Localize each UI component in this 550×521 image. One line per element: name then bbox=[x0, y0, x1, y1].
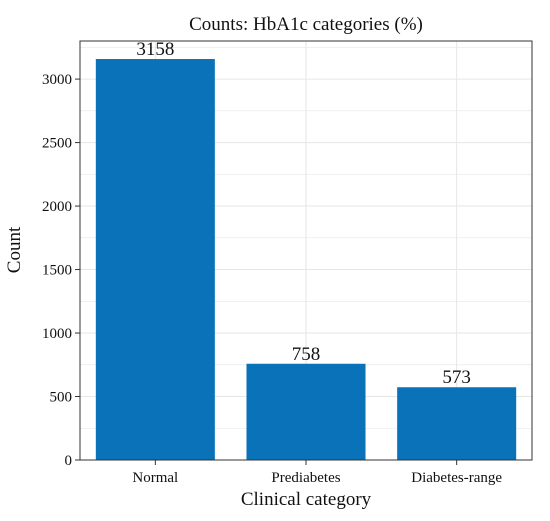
y-axis-label: Count bbox=[4, 226, 25, 273]
bar-value-label: 758 bbox=[292, 344, 321, 365]
bar bbox=[397, 387, 517, 460]
chart-title: Counts: HbA1c categories (%) bbox=[189, 14, 423, 35]
x-axis: Normal Prediabetes Diabetes-range bbox=[132, 460, 502, 486]
y-tick-label: 1500 bbox=[42, 263, 72, 279]
bar bbox=[246, 363, 366, 460]
y-tick-label: 2000 bbox=[42, 199, 72, 215]
y-tick-label: 2500 bbox=[42, 136, 72, 152]
x-axis-label: Clinical category bbox=[241, 489, 372, 510]
bar bbox=[95, 59, 215, 461]
y-tick-label: 0 bbox=[65, 453, 73, 469]
bar-value-label: 573 bbox=[442, 367, 471, 388]
y-axis: 0 500 1000 1500 2000 2500 3000 bbox=[42, 72, 80, 469]
y-tick-label: 500 bbox=[50, 390, 73, 406]
x-tick-label: Prediabetes bbox=[271, 470, 340, 486]
y-tick-label: 1000 bbox=[42, 326, 72, 342]
plot-frame bbox=[79, 40, 533, 461]
bars bbox=[95, 59, 517, 461]
data-labels: 3158 758 573 bbox=[136, 39, 471, 388]
bar-value-label: 3158 bbox=[136, 39, 174, 60]
x-tick-label: Diabetes-range bbox=[411, 470, 502, 486]
x-tick-label: Normal bbox=[132, 470, 178, 486]
y-tick-label: 3000 bbox=[42, 72, 72, 88]
